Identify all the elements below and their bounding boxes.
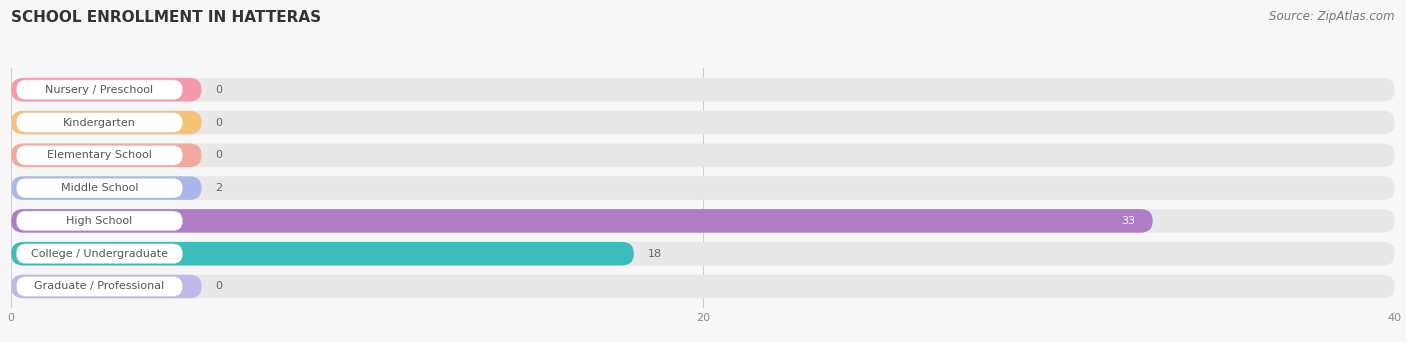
Text: 2: 2 [215,183,222,193]
Text: High School: High School [66,216,132,226]
FancyBboxPatch shape [17,211,183,231]
FancyBboxPatch shape [11,275,201,298]
Text: College / Undergraduate: College / Undergraduate [31,249,167,259]
FancyBboxPatch shape [11,78,1395,102]
FancyBboxPatch shape [11,176,201,200]
FancyBboxPatch shape [11,209,1395,233]
Text: SCHOOL ENROLLMENT IN HATTERAS: SCHOOL ENROLLMENT IN HATTERAS [11,10,322,25]
FancyBboxPatch shape [17,178,183,198]
Text: Kindergarten: Kindergarten [63,118,136,128]
Text: 0: 0 [215,150,222,160]
FancyBboxPatch shape [11,275,1395,298]
Text: Source: ZipAtlas.com: Source: ZipAtlas.com [1270,10,1395,23]
Text: Graduate / Professional: Graduate / Professional [34,281,165,291]
FancyBboxPatch shape [17,244,183,264]
Text: 0: 0 [215,85,222,95]
Text: Middle School: Middle School [60,183,138,193]
Text: 18: 18 [648,249,662,259]
FancyBboxPatch shape [17,277,183,296]
FancyBboxPatch shape [11,176,1395,200]
Text: Nursery / Preschool: Nursery / Preschool [45,85,153,95]
Text: 0: 0 [215,281,222,291]
FancyBboxPatch shape [11,242,634,265]
FancyBboxPatch shape [11,209,1153,233]
Text: 0: 0 [215,118,222,128]
FancyBboxPatch shape [11,111,1395,134]
FancyBboxPatch shape [11,78,201,102]
FancyBboxPatch shape [17,80,183,100]
Text: Elementary School: Elementary School [46,150,152,160]
FancyBboxPatch shape [11,144,1395,167]
FancyBboxPatch shape [17,145,183,165]
Text: 33: 33 [1122,216,1136,226]
FancyBboxPatch shape [17,113,183,132]
FancyBboxPatch shape [11,111,201,134]
FancyBboxPatch shape [11,144,201,167]
FancyBboxPatch shape [11,242,1395,265]
